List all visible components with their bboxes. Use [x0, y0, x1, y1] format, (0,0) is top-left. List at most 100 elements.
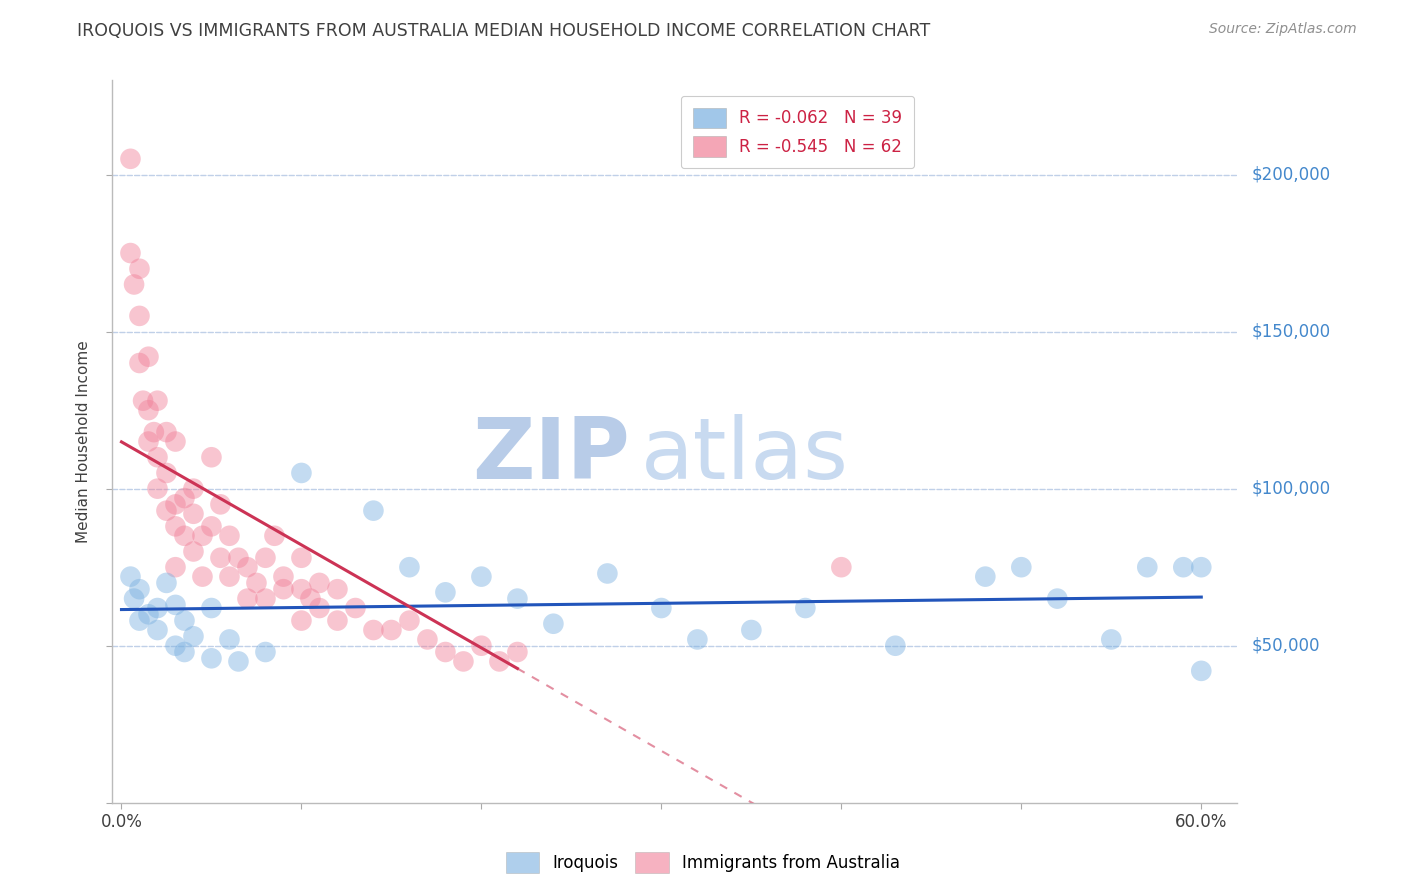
Point — [1189, 560, 1212, 574]
Point — [165, 560, 187, 574]
Point — [165, 434, 187, 449]
Point — [155, 503, 177, 517]
Text: IROQUOIS VS IMMIGRANTS FROM AUSTRALIA MEDIAN HOUSEHOLD INCOME CORRELATION CHART: IROQUOIS VS IMMIGRANTS FROM AUSTRALIA ME… — [77, 22, 931, 40]
Text: $200,000: $200,000 — [1251, 166, 1330, 184]
Point — [183, 629, 205, 643]
Point — [218, 569, 240, 583]
Point — [236, 560, 259, 574]
Point — [200, 450, 222, 465]
Point — [299, 591, 322, 606]
Point — [138, 434, 160, 449]
Point — [263, 529, 285, 543]
Point — [146, 450, 169, 465]
Point — [416, 632, 439, 647]
Point — [165, 497, 187, 511]
Point — [173, 645, 195, 659]
Point — [398, 614, 420, 628]
Point — [165, 598, 187, 612]
Point — [128, 309, 150, 323]
Point — [128, 261, 150, 276]
Point — [128, 614, 150, 628]
Point — [128, 356, 150, 370]
Point — [596, 566, 619, 581]
Point — [380, 623, 402, 637]
Point — [290, 582, 312, 597]
Point — [165, 639, 187, 653]
Point — [1010, 560, 1032, 574]
Point — [146, 393, 169, 408]
Point — [155, 466, 177, 480]
Point — [122, 591, 145, 606]
Point — [794, 601, 817, 615]
Point — [200, 519, 222, 533]
Point — [173, 491, 195, 505]
Point — [1173, 560, 1195, 574]
Text: $50,000: $50,000 — [1251, 637, 1320, 655]
Point — [183, 544, 205, 558]
Legend: R = -0.062   N = 39, R = -0.545   N = 62: R = -0.062 N = 39, R = -0.545 N = 62 — [681, 95, 914, 169]
Text: Source: ZipAtlas.com: Source: ZipAtlas.com — [1209, 22, 1357, 37]
Point — [138, 403, 160, 417]
Point — [155, 425, 177, 439]
Y-axis label: Median Household Income: Median Household Income — [76, 340, 91, 543]
Point — [218, 632, 240, 647]
Point — [236, 591, 259, 606]
Point — [132, 393, 155, 408]
Point — [254, 550, 277, 565]
Point — [173, 529, 195, 543]
Point — [1099, 632, 1122, 647]
Point — [308, 575, 330, 590]
Point — [1046, 591, 1069, 606]
Point — [146, 482, 169, 496]
Point — [506, 645, 529, 659]
Point — [470, 639, 492, 653]
Point — [686, 632, 709, 647]
Point — [254, 645, 277, 659]
Point — [326, 614, 349, 628]
Point — [273, 569, 295, 583]
Point — [434, 645, 457, 659]
Point — [830, 560, 852, 574]
Point — [308, 601, 330, 615]
Point — [245, 575, 267, 590]
Point — [120, 246, 142, 260]
Point — [165, 519, 187, 533]
Point — [470, 569, 492, 583]
Point — [142, 425, 165, 439]
Point — [254, 591, 277, 606]
Point — [183, 507, 205, 521]
Point — [120, 152, 142, 166]
Point — [209, 497, 232, 511]
Point — [120, 569, 142, 583]
Point — [363, 623, 385, 637]
Point — [290, 466, 312, 480]
Point — [650, 601, 672, 615]
Point — [138, 607, 160, 622]
Text: $150,000: $150,000 — [1251, 323, 1330, 341]
Point — [740, 623, 762, 637]
Point — [543, 616, 565, 631]
Text: atlas: atlas — [641, 415, 849, 498]
Point — [128, 582, 150, 597]
Point — [122, 277, 145, 292]
Point — [398, 560, 420, 574]
Point — [363, 503, 385, 517]
Point — [273, 582, 295, 597]
Point — [138, 350, 160, 364]
Point — [146, 601, 169, 615]
Legend: Iroquois, Immigrants from Australia: Iroquois, Immigrants from Australia — [499, 846, 907, 880]
Point — [209, 550, 232, 565]
Point — [1136, 560, 1159, 574]
Point — [146, 623, 169, 637]
Point — [506, 591, 529, 606]
Point — [974, 569, 997, 583]
Point — [326, 582, 349, 597]
Point — [173, 614, 195, 628]
Text: ZIP: ZIP — [472, 415, 630, 498]
Point — [884, 639, 907, 653]
Point — [200, 601, 222, 615]
Point — [155, 575, 177, 590]
Point — [183, 482, 205, 496]
Point — [488, 655, 510, 669]
Point — [191, 529, 214, 543]
